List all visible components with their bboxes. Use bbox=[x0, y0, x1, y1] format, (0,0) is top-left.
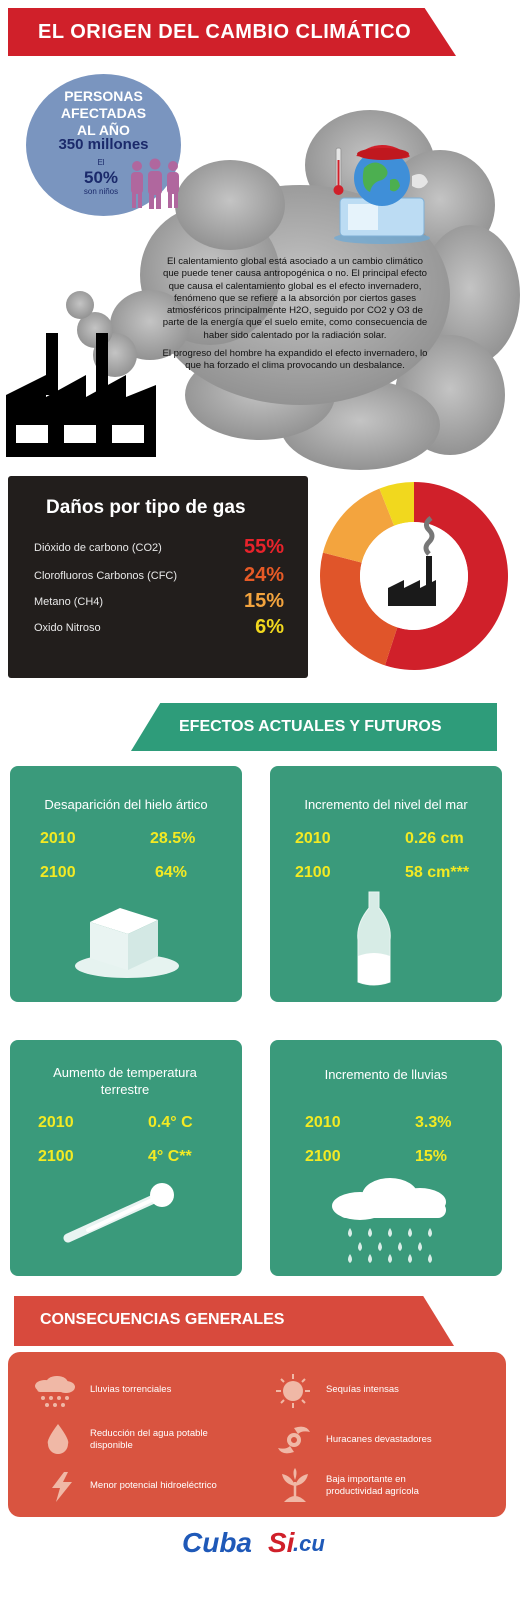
card-title: Aumento de temperatura terrestre bbox=[53, 1065, 197, 1097]
card-value-2: 4° C** bbox=[148, 1148, 192, 1165]
donut-hole bbox=[360, 522, 468, 630]
bottle-icon bbox=[357, 891, 391, 986]
card-value-2: 15% bbox=[415, 1148, 448, 1165]
donut-slice bbox=[320, 552, 398, 666]
consequence-item: Huracanes devastadores bbox=[326, 1434, 432, 1445]
intro-text: El calentamiento global está asociado a … bbox=[160, 256, 430, 379]
water-drop-icon bbox=[47, 1424, 69, 1454]
cubasi-logo[interactable]: Cuba Si .cu bbox=[180, 1527, 350, 1563]
gas-name: Dióxido de carbono (CO2) bbox=[34, 542, 162, 554]
plant-icon bbox=[282, 1468, 308, 1502]
card-title: Incremento del nivel del mar bbox=[304, 797, 468, 812]
people-icon bbox=[131, 158, 179, 209]
effect-card-rain: Incremento de lluvias 2010 3.3% 2100 15% bbox=[270, 1040, 502, 1276]
gas-row: Metano (CH4) 15% bbox=[34, 590, 284, 612]
sun-icon bbox=[276, 1374, 310, 1408]
consequences-panel: Lluvias torrenciales Reducción del agua … bbox=[8, 1352, 506, 1517]
lightning-icon bbox=[52, 1472, 72, 1502]
rain-cloud-icon bbox=[332, 1178, 446, 1263]
gas-percent: 24% bbox=[243, 564, 284, 586]
card-title: Incremento de lluvias bbox=[324, 1067, 448, 1082]
donut-slice bbox=[322, 488, 395, 563]
rain-cloud-icon bbox=[35, 1376, 75, 1407]
card-year-1: 2010 bbox=[38, 1114, 74, 1131]
effects-title: EFECTOS ACTUALES Y FUTUROS bbox=[179, 718, 442, 735]
intro-paragraph-2: El progreso del hombre ha expandido el e… bbox=[162, 348, 428, 372]
ice-cube-icon bbox=[75, 908, 179, 978]
card-value-2: 64% bbox=[155, 864, 188, 881]
card-value-2: 58 cm*** bbox=[405, 864, 470, 881]
thermometer-icon bbox=[63, 1183, 174, 1243]
gas-row: Dióxido de carbono (CO2) 55% bbox=[34, 536, 284, 558]
card-value-1: 3.3% bbox=[415, 1114, 452, 1131]
gas-row: Clorofluoros Carbonos (CFC) 24% bbox=[34, 564, 284, 586]
consequences-title: CONSECUENCIAS GENERALES bbox=[40, 1311, 285, 1328]
donut-slice bbox=[379, 482, 414, 526]
card-year-2: 2100 bbox=[295, 864, 331, 881]
card-value-1: 0.4° C bbox=[148, 1114, 193, 1131]
effects-banner: EFECTOS ACTUALES Y FUTUROS bbox=[131, 703, 497, 751]
consequence-item: Reducción del agua potable disponible bbox=[90, 1428, 208, 1451]
gas-percent: 6% bbox=[255, 616, 284, 638]
effect-card-sea-level: Incremento del nivel del mar 2010 0.26 c… bbox=[270, 766, 502, 1002]
logo-part-cuba: Cuba bbox=[182, 1527, 252, 1558]
card-value-1: 28.5% bbox=[150, 830, 196, 847]
consequence-item: Baja importante en productividad agrícol… bbox=[326, 1474, 419, 1497]
card-year-1: 2010 bbox=[305, 1114, 341, 1131]
melting-earth-icon bbox=[333, 145, 430, 244]
stat-the: El bbox=[97, 158, 105, 167]
stat-line-2: AFECTADAS bbox=[60, 105, 147, 121]
card-title: Desaparición del hielo ártico bbox=[44, 797, 208, 812]
hurricane-icon bbox=[278, 1426, 310, 1454]
card-year-2: 2100 bbox=[38, 1148, 74, 1165]
card-year-1: 2010 bbox=[40, 830, 76, 847]
children-percent: 50% bbox=[83, 168, 119, 187]
card-year-2: 2100 bbox=[40, 864, 76, 881]
consequence-item: Sequías intensas bbox=[326, 1384, 399, 1395]
gas-row: Oxido Nitroso 6% bbox=[34, 616, 284, 638]
logo-part-cu: .cu bbox=[293, 1531, 325, 1556]
smoke-cloud-graphic bbox=[66, 110, 520, 470]
children-label: son niños bbox=[83, 187, 119, 196]
factory-icon bbox=[388, 516, 436, 606]
card-year-2: 2100 bbox=[305, 1148, 341, 1165]
card-year-1: 2010 bbox=[295, 830, 331, 847]
stat-line-1: PERSONAS bbox=[64, 88, 143, 104]
intro-paragraph-1: El calentamiento global está asociado a … bbox=[162, 256, 428, 341]
page-title: EL ORIGEN DEL CAMBIO CLIMÁTICO bbox=[38, 21, 412, 43]
logo-part-si: Si bbox=[268, 1527, 295, 1558]
header-banner: EL ORIGEN DEL CAMBIO CLIMÁTICO bbox=[8, 8, 456, 56]
gas-damage-panel: Daños por tipo de gas Dióxido de carbono… bbox=[8, 476, 308, 678]
consequence-item: Lluvias torrenciales bbox=[90, 1384, 172, 1395]
gas-name: Oxido Nitroso bbox=[34, 622, 101, 634]
factory-icon bbox=[6, 333, 156, 457]
gas-donut-chart bbox=[320, 482, 509, 670]
people-count: 350 millones bbox=[58, 136, 149, 153]
gas-percent: 15% bbox=[243, 590, 284, 612]
effect-card-temperature: Aumento de temperatura terrestre 2010 0.… bbox=[10, 1040, 242, 1276]
consequence-item: Menor potencial hidroeléctrico bbox=[90, 1480, 217, 1491]
card-value-1: 0.26 cm bbox=[405, 830, 464, 847]
gas-name: Clorofluoros Carbonos (CFC) bbox=[34, 570, 178, 582]
gas-name: Metano (CH4) bbox=[34, 596, 104, 608]
gas-panel-title: Daños por tipo de gas bbox=[46, 497, 246, 518]
donut-slice bbox=[384, 482, 509, 670]
consequences-banner: CONSECUENCIAS GENERALES bbox=[14, 1296, 454, 1346]
stat-line-3: AL AÑO bbox=[77, 122, 130, 138]
effect-card-ice: Desaparición del hielo ártico 2010 28.5%… bbox=[10, 766, 242, 1002]
gas-percent: 55% bbox=[243, 536, 284, 558]
